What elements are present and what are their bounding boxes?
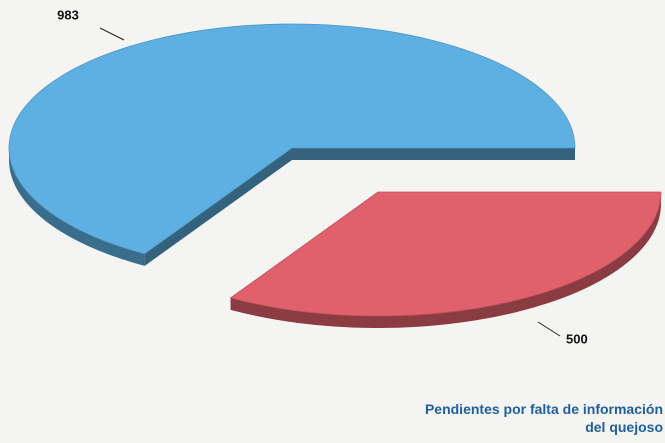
- leader-line: [99, 27, 125, 41]
- data-label: 500: [566, 331, 588, 346]
- annotation: Pendientes por falta de información del …: [424, 401, 663, 435]
- slice-side: [230, 192, 661, 328]
- pie-slice: [8, 23, 576, 255]
- data-label: 983: [57, 7, 79, 22]
- slice-side: [9, 148, 145, 266]
- leader-line: [537, 321, 561, 337]
- pie-slice: [229, 191, 662, 317]
- slice-wall: [144, 148, 292, 266]
- slice-wall: [292, 148, 575, 160]
